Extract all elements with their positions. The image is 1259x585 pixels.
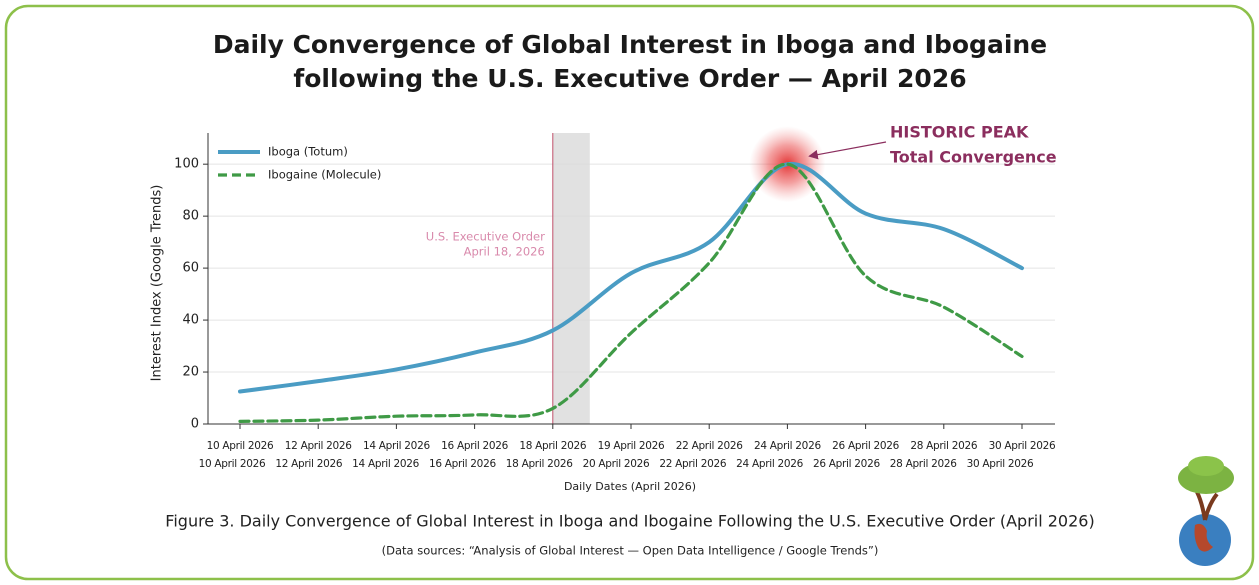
x-tick-label-secondary: 28 April 2026 bbox=[890, 458, 957, 470]
event-band bbox=[552, 133, 590, 424]
y-axis-label: Interest Index (Google Trends) bbox=[150, 185, 165, 382]
x-tick-label: 10 April 2026 bbox=[207, 440, 274, 452]
x-tick-label-secondary: 20 April 2026 bbox=[583, 458, 650, 470]
annotation: Total Convergence bbox=[890, 148, 1057, 167]
x-tick-label: 16 April 2026 bbox=[441, 440, 508, 452]
x-tick-label-secondary: 30 April 2026 bbox=[967, 458, 1034, 470]
x-tick-label-secondary: 26 April 2026 bbox=[813, 458, 880, 470]
x-tick-label-secondary: 14 April 2026 bbox=[352, 458, 419, 470]
y-tick-label: 80 bbox=[182, 209, 199, 224]
y-tick-label: 100 bbox=[174, 157, 199, 172]
x-tick-label: 22 April 2026 bbox=[676, 440, 743, 452]
y-tick-label: 20 bbox=[182, 365, 199, 380]
annotation: HISTORIC PEAK bbox=[890, 123, 1029, 142]
x-tick-label-secondary: 18 April 2026 bbox=[506, 458, 573, 470]
x-tick-label: 12 April 2026 bbox=[285, 440, 352, 452]
x-axis-label: Daily Dates (April 2026) bbox=[564, 480, 696, 493]
chart-title: Daily Convergence of Global Interest in … bbox=[213, 30, 1047, 59]
annotation: U.S. Executive Order bbox=[426, 230, 545, 244]
chart-title: following the U.S. Executive Order — Apr… bbox=[293, 64, 966, 93]
annotation: April 18, 2026 bbox=[464, 245, 545, 259]
x-tick-label: 18 April 2026 bbox=[519, 440, 586, 452]
x-tick-label-secondary: 16 April 2026 bbox=[429, 458, 496, 470]
x-tick-label: 24 April 2026 bbox=[754, 440, 821, 452]
y-tick-label: 0 bbox=[191, 417, 199, 432]
x-tick-label-secondary: 10 April 2026 bbox=[199, 458, 266, 470]
x-tick-label: 14 April 2026 bbox=[363, 440, 430, 452]
annotation-arrow bbox=[808, 141, 887, 160]
caption: Figure 3. Daily Convergence of Global In… bbox=[165, 512, 1094, 531]
x-tick-label: 19 April 2026 bbox=[598, 440, 665, 452]
x-tick-label-secondary: 12 April 2026 bbox=[275, 458, 342, 470]
series-line bbox=[238, 162, 1024, 394]
card bbox=[4, 4, 1255, 581]
y-tick-label: 60 bbox=[182, 261, 199, 276]
y-tick-label: 40 bbox=[182, 313, 199, 328]
series-line bbox=[238, 162, 1024, 424]
x-tick-label: 30 April 2026 bbox=[989, 440, 1056, 452]
source: (Data sources: “Analysis of Global Inter… bbox=[382, 544, 879, 558]
x-tick-label-secondary: 24 April 2026 bbox=[736, 458, 803, 470]
x-tick-label: 26 April 2026 bbox=[832, 440, 899, 452]
legend-label: Iboga (Totum) bbox=[268, 145, 348, 159]
legend-label: Ibogaine (Molecule) bbox=[268, 168, 381, 182]
logo bbox=[1178, 456, 1234, 566]
x-tick-label: 28 April 2026 bbox=[910, 440, 977, 452]
x-tick-label-secondary: 22 April 2026 bbox=[659, 458, 726, 470]
